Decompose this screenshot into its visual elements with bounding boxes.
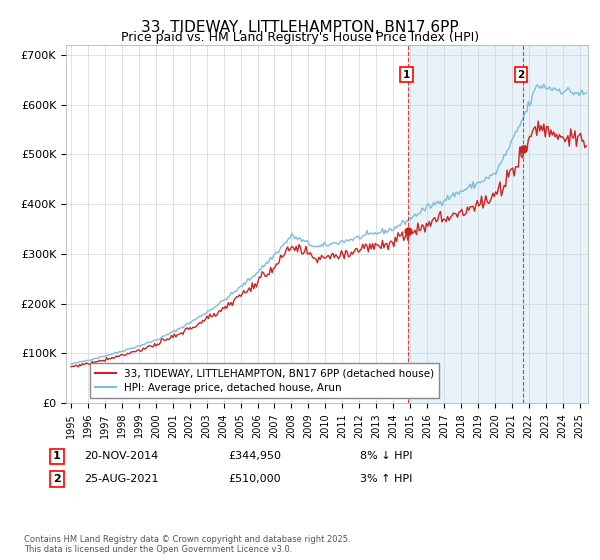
Bar bbox=[408, 45, 600, 403]
Text: 8% ↓ HPI: 8% ↓ HPI bbox=[360, 451, 413, 461]
Text: Contains HM Land Registry data © Crown copyright and database right 2025.
This d: Contains HM Land Registry data © Crown c… bbox=[24, 535, 350, 554]
Text: 2: 2 bbox=[53, 474, 61, 484]
Text: £344,950: £344,950 bbox=[228, 451, 281, 461]
Text: 33, TIDEWAY, LITTLEHAMPTON, BN17 6PP: 33, TIDEWAY, LITTLEHAMPTON, BN17 6PP bbox=[141, 20, 459, 35]
Text: 1: 1 bbox=[53, 451, 61, 461]
Text: 1: 1 bbox=[403, 69, 410, 80]
Text: 2: 2 bbox=[517, 69, 524, 80]
Legend: 33, TIDEWAY, LITTLEHAMPTON, BN17 6PP (detached house), HPI: Average price, detac: 33, TIDEWAY, LITTLEHAMPTON, BN17 6PP (de… bbox=[89, 363, 439, 398]
Text: 3% ↑ HPI: 3% ↑ HPI bbox=[360, 474, 412, 484]
Text: 25-AUG-2021: 25-AUG-2021 bbox=[84, 474, 158, 484]
Text: 20-NOV-2014: 20-NOV-2014 bbox=[84, 451, 158, 461]
Text: Price paid vs. HM Land Registry's House Price Index (HPI): Price paid vs. HM Land Registry's House … bbox=[121, 31, 479, 44]
Text: £510,000: £510,000 bbox=[228, 474, 281, 484]
